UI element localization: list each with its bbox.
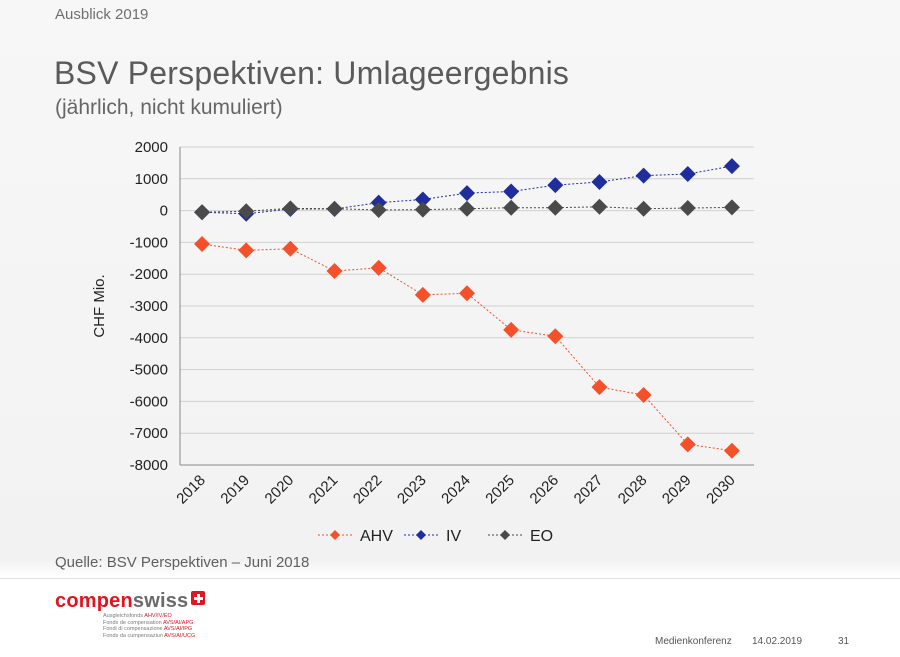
y-tick-label: -6000 <box>130 393 168 410</box>
slide-title: BSV Perspektiven: Umlageergebnis <box>54 55 570 91</box>
logo-text-part1: compen <box>55 590 133 612</box>
point-eo <box>414 201 431 218</box>
point-eo <box>194 204 211 221</box>
legend-label-iv: IV <box>446 528 461 545</box>
point-ahv <box>282 240 299 257</box>
source-note: Quelle: BSV Perspektiven – Juni 2018 <box>55 554 310 571</box>
x-tick-label: 2027 <box>571 472 607 508</box>
x-tick-label: 2024 <box>438 472 474 508</box>
legend-label-eo: EO <box>530 528 553 545</box>
footer-date: 14.02.2019 <box>752 636 803 647</box>
tagline: Fonds da cumpensaziun AVS/AI/UCG <box>103 632 196 639</box>
y-tick-label: 1000 <box>135 171 168 188</box>
point-ahv <box>326 263 343 280</box>
point-iv <box>503 183 520 200</box>
logo-taglines: Ausgleichsfonds AHV/IV/EO Fonds de compe… <box>103 613 195 639</box>
y-tick-label: -5000 <box>130 362 168 379</box>
slide-subtitle: (jährlich, nicht kumuliert) <box>55 96 283 119</box>
x-tick-label: 2029 <box>659 472 695 508</box>
point-ahv <box>370 259 387 276</box>
point-iv <box>679 166 696 183</box>
y-tick-label: -2000 <box>130 266 168 283</box>
y-tick-label: -3000 <box>130 298 168 315</box>
x-tick-label: 2018 <box>173 472 209 508</box>
legend-marker-eo <box>500 530 510 540</box>
point-eo <box>679 200 696 217</box>
point-eo <box>238 203 255 220</box>
point-eo <box>282 200 299 217</box>
point-iv <box>591 173 608 190</box>
point-ahv <box>591 379 608 396</box>
chart: 2000 1000 0 -1000 -2000 -3000 -4000 -5000 -6000 -… <box>91 139 754 545</box>
point-eo <box>459 200 475 217</box>
point-eo <box>503 199 520 216</box>
point-eo <box>326 200 343 217</box>
point-iv <box>414 191 431 208</box>
x-tick-label: 2028 <box>615 472 651 508</box>
point-ahv <box>679 436 696 453</box>
legend-marker-ahv <box>330 530 340 540</box>
point-eo <box>723 199 740 216</box>
series-line-ahv <box>202 243 732 452</box>
logo: compenswiss <box>55 590 206 613</box>
tagline: Fonds de compensation AVS/AI/APG <box>103 619 194 626</box>
point-iv <box>723 158 740 175</box>
point-ahv <box>414 286 431 303</box>
y-tick-label: -4000 <box>130 330 168 347</box>
point-eo <box>370 201 387 218</box>
x-tick-label: 2022 <box>350 472 386 508</box>
footer-divider <box>0 578 900 579</box>
x-tick-label: 2019 <box>217 472 253 508</box>
logo-text-part2: swiss <box>132 590 189 612</box>
point-ahv <box>547 328 564 345</box>
tagline: Ausgleichsfonds AHV/IV/EO <box>103 613 172 619</box>
x-tick-label: 2021 <box>306 472 342 508</box>
point-ahv <box>503 321 520 338</box>
point-ahv <box>635 387 652 404</box>
point-iv <box>547 177 564 194</box>
x-tick-label: 2030 <box>703 472 739 508</box>
legend-label-ahv: AHV <box>360 528 393 545</box>
point-iv <box>635 167 652 184</box>
x-tick-label: 2020 <box>262 472 298 508</box>
point-eo <box>591 198 608 215</box>
y-axis-label: CHF Mio. <box>91 274 108 337</box>
tagline: Fondi di compensazione AVS/AI/IPG <box>103 626 193 633</box>
point-ahv <box>238 242 255 259</box>
page-number: 31 <box>838 636 850 647</box>
point-iv <box>459 185 475 202</box>
point-ahv <box>723 442 740 459</box>
y-tick-label: 0 <box>160 203 168 220</box>
y-tick-label: -7000 <box>130 425 168 442</box>
swiss-cross-icon <box>191 591 206 605</box>
point-eo <box>547 199 564 216</box>
x-tick-label: 2025 <box>482 472 518 508</box>
slide-kicker: Ausblick 2019 <box>55 6 149 23</box>
legend-marker-iv <box>416 530 426 540</box>
y-tick-label: -8000 <box>130 457 168 474</box>
x-tick-label: 2026 <box>527 472 563 508</box>
point-eo <box>635 200 652 217</box>
y-tick-label: 2000 <box>135 139 168 156</box>
point-ahv <box>459 285 475 302</box>
footer-event: Medienkonferenz <box>655 636 732 647</box>
point-ahv <box>194 235 211 252</box>
y-tick-label: -1000 <box>130 234 168 251</box>
x-tick-label: 2023 <box>394 472 430 508</box>
